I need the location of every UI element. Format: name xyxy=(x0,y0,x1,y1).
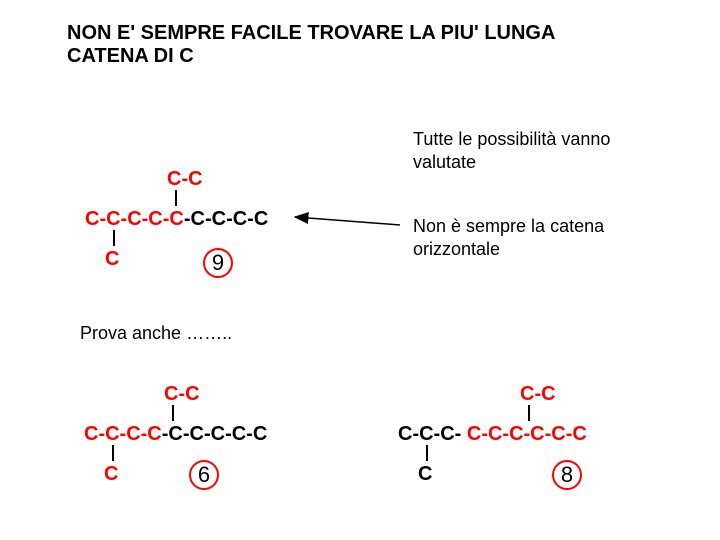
d2-count-value: 6 xyxy=(198,462,210,487)
d1-bond-top xyxy=(175,190,177,206)
d1-main-red: C-C-C-C-C xyxy=(85,208,184,230)
d2-bond-bottom xyxy=(112,445,114,461)
d2-main-black: -C-C-C-C-C xyxy=(162,423,268,445)
d3-bond-top xyxy=(528,405,530,421)
d3-top-branch: C-C xyxy=(520,383,556,406)
d1-bond-bottom xyxy=(113,230,115,246)
d1-main-chain: C-C-C-C-C-C-C-C-C xyxy=(85,208,268,231)
note-not-horizontal-l2: orizzontale xyxy=(413,238,604,261)
d2-count-circle: 6 xyxy=(189,460,219,490)
d2-main-chain: C-C-C-C-C-C-C-C-C xyxy=(84,423,267,446)
d2-main-red: C-C-C-C xyxy=(84,423,162,445)
d2-top-branch: C-C xyxy=(164,383,200,406)
d3-top-text: C-C xyxy=(520,383,556,405)
note-not-horizontal-l1: Non è sempre la catena xyxy=(413,215,604,238)
arrow-icon xyxy=(280,200,410,240)
d3-count-value: 8 xyxy=(561,462,573,487)
d2-bottom-branch: C xyxy=(104,463,118,486)
title-line-2: CATENA DI C xyxy=(67,45,555,68)
d1-top-branch: C-C xyxy=(167,168,203,191)
d2-bottom-text: C xyxy=(104,463,118,485)
d3-count-circle: 8 xyxy=(552,460,582,490)
d1-top-text: C-C xyxy=(167,168,203,190)
title-line-1: NON E' SEMPRE FACILE TROVARE LA PIU' LUN… xyxy=(67,22,555,45)
d3-main-black: C-C-C- xyxy=(398,423,461,445)
d2-top-text: C-C xyxy=(164,383,200,405)
d1-bottom-text: C xyxy=(105,248,119,270)
note-possibilities-l2: valutate xyxy=(413,151,610,174)
d1-main-black: -C-C-C-C xyxy=(184,208,268,230)
d1-count-circle: 9 xyxy=(203,248,233,278)
slide: NON E' SEMPRE FACILE TROVARE LA PIU' LUN… xyxy=(0,0,720,540)
note-possibilities-l1: Tutte le possibilità vanno xyxy=(413,128,610,151)
d3-bond-bottom xyxy=(426,445,428,461)
slide-title: NON E' SEMPRE FACILE TROVARE LA PIU' LUN… xyxy=(67,22,555,68)
note-not-horizontal: Non è sempre la catena orizzontale xyxy=(413,215,604,260)
d3-bottom-branch: C xyxy=(418,463,432,486)
d3-main-red: C-C-C-C-C-C xyxy=(461,423,587,445)
d3-bottom-text: C xyxy=(418,463,432,485)
d2-bond-top xyxy=(172,405,174,421)
d1-bottom-branch: C xyxy=(105,248,119,271)
d3-main-chain: C-C-C- C-C-C-C-C-C xyxy=(398,423,587,446)
note-possibilities: Tutte le possibilità vanno valutate xyxy=(413,128,610,173)
try-also-label: Prova anche …….. xyxy=(80,323,232,344)
d1-count-value: 9 xyxy=(212,250,224,275)
